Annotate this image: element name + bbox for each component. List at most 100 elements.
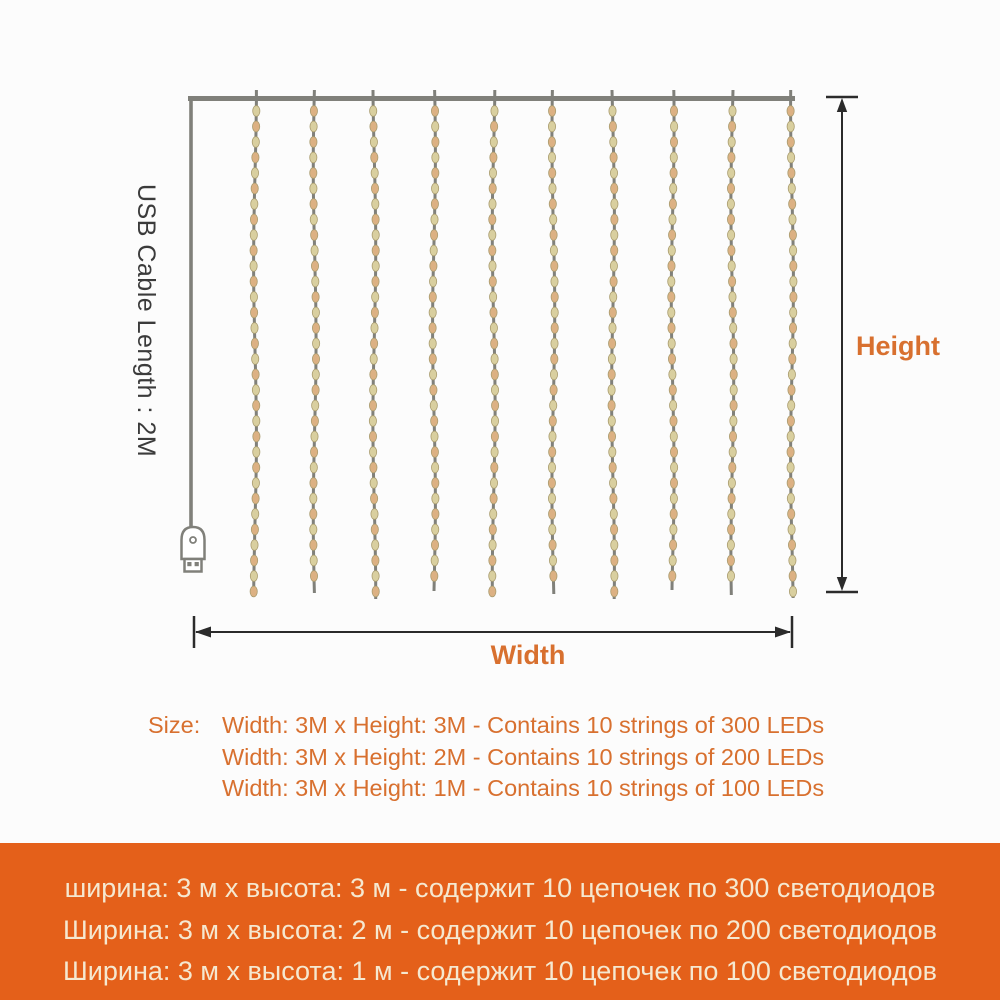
led-bead xyxy=(727,260,736,272)
led-bead xyxy=(309,554,318,567)
led-bead xyxy=(490,368,499,381)
led-bead xyxy=(610,539,619,551)
led-bead xyxy=(488,523,497,536)
led-bead xyxy=(252,399,261,412)
led-bead xyxy=(488,539,497,551)
led-bead xyxy=(668,229,677,241)
led-bead xyxy=(786,415,795,427)
size-option-row: Width: 3M x Height: 1M - Contains 10 str… xyxy=(148,773,824,805)
size-option-ru: Ширина: 3 м х высота: 2 м - содержит 10 … xyxy=(63,914,937,945)
led-bead xyxy=(608,120,617,133)
led-bead xyxy=(371,585,380,598)
led-bead xyxy=(669,415,678,427)
led-bead xyxy=(669,492,678,505)
led-bead xyxy=(550,353,559,365)
width-dimension-arrow xyxy=(192,616,794,648)
led-bead xyxy=(727,523,736,536)
led-bead xyxy=(370,306,379,319)
led-bead xyxy=(371,554,380,567)
led-bead xyxy=(428,291,437,303)
led-bead xyxy=(250,523,259,536)
led-bead xyxy=(309,492,318,505)
led-bead xyxy=(788,198,797,210)
led-bead xyxy=(729,384,738,396)
led-bead xyxy=(309,167,318,179)
led-bead xyxy=(610,198,619,210)
led-bead xyxy=(488,229,497,241)
led-bead xyxy=(368,415,377,427)
led-bead xyxy=(789,244,798,257)
led-bead xyxy=(488,570,497,582)
size-option-en: Width: 3M x Height: 3M - Contains 10 str… xyxy=(222,712,825,738)
led-bead xyxy=(431,461,440,474)
led-bead xyxy=(608,322,617,334)
led-bead xyxy=(252,461,261,474)
led-bead xyxy=(309,523,318,536)
led-bead xyxy=(430,570,439,582)
led-bead xyxy=(251,136,260,148)
led-bead xyxy=(668,384,677,396)
led-bead xyxy=(610,570,619,582)
led-bead xyxy=(548,492,557,505)
led-bead xyxy=(249,275,258,288)
led-bead xyxy=(428,337,437,350)
led-bead xyxy=(729,322,738,334)
led-bead xyxy=(250,337,259,350)
led-bead xyxy=(607,368,616,381)
led-bead xyxy=(607,415,616,427)
led-bead xyxy=(729,430,738,443)
led-bead xyxy=(729,399,738,412)
led-bead xyxy=(251,508,260,520)
led-bead xyxy=(251,151,260,164)
led-bead xyxy=(548,461,557,474)
led-bead xyxy=(430,554,439,567)
russian-size-banner: ширина: 3 м х высота: 3 м - содержит 10 … xyxy=(0,843,1000,1000)
led-bead xyxy=(431,492,440,505)
led-bead xyxy=(549,570,558,582)
led-bead xyxy=(548,446,557,458)
led-bead xyxy=(668,570,677,582)
led-bead xyxy=(430,430,439,443)
usb-plug-led-dot xyxy=(189,536,197,544)
led-bead xyxy=(727,151,736,164)
led-bead xyxy=(727,244,736,257)
led-bead xyxy=(789,306,798,319)
led-bead xyxy=(251,368,260,381)
led-bead xyxy=(786,120,795,133)
led-bead xyxy=(667,244,676,257)
led-bead xyxy=(429,260,438,272)
led-bead xyxy=(250,198,259,210)
led-bead xyxy=(610,523,619,536)
led-bead xyxy=(788,213,797,226)
led-bead xyxy=(728,446,737,458)
led-bead xyxy=(429,275,438,288)
led-bead xyxy=(490,461,499,474)
led-bead xyxy=(250,554,259,567)
led-bead xyxy=(726,554,735,567)
led-bead xyxy=(788,337,797,350)
led-bead xyxy=(788,353,797,365)
led-bead xyxy=(549,244,558,257)
led-bead xyxy=(309,120,318,133)
led-bead xyxy=(371,539,380,551)
led-bead xyxy=(251,477,260,489)
led-bead xyxy=(610,554,619,567)
led-bead xyxy=(371,229,380,241)
led-bead xyxy=(431,120,440,133)
led-bead xyxy=(310,229,319,241)
led-bead xyxy=(786,492,795,505)
led-bead xyxy=(309,151,318,164)
led-bead xyxy=(788,554,797,567)
led-bead xyxy=(787,508,796,520)
led-bead xyxy=(608,306,617,319)
curtain-lights-diagram xyxy=(180,89,858,648)
led-bead xyxy=(729,337,738,350)
led-bead xyxy=(727,492,736,505)
led-bead xyxy=(488,585,497,598)
led-bead xyxy=(728,275,737,288)
led-bead xyxy=(667,275,676,288)
led-bead xyxy=(608,337,617,350)
led-bead xyxy=(430,198,439,210)
led-bead xyxy=(787,523,796,536)
size-prefix-label: Size: xyxy=(148,712,201,738)
